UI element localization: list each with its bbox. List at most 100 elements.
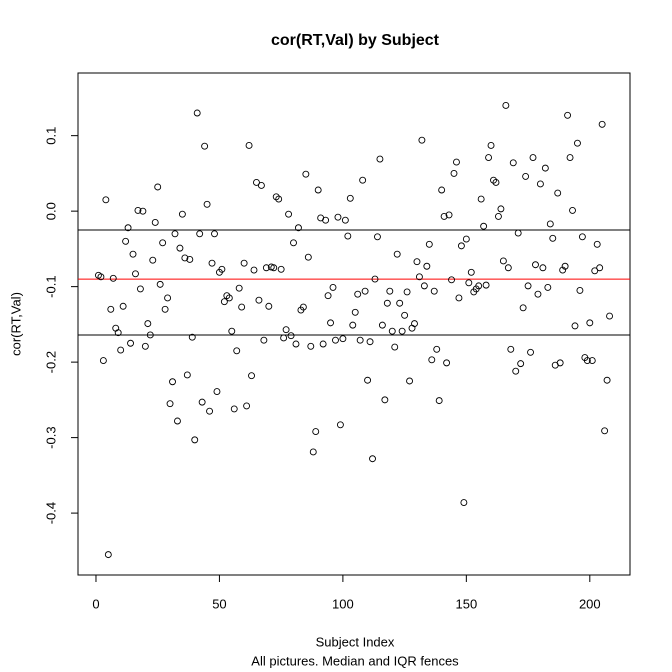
point (487, 142, 495, 149)
point (378, 321, 386, 329)
point (499, 257, 507, 265)
point (453, 158, 460, 166)
point (588, 357, 596, 365)
point (294, 224, 302, 232)
point (238, 303, 246, 311)
point (235, 284, 243, 292)
point (391, 343, 399, 351)
point (549, 234, 557, 242)
point (248, 372, 255, 380)
point (596, 264, 604, 272)
point (532, 261, 539, 269)
point (156, 280, 164, 288)
point (485, 154, 493, 161)
point (299, 303, 307, 311)
point (517, 360, 525, 368)
x-tick-label: 50 (212, 596, 226, 611)
point (257, 182, 265, 189)
point (425, 240, 433, 248)
point (462, 235, 470, 243)
point (193, 109, 201, 117)
point (341, 216, 349, 224)
point (243, 402, 251, 410)
point (196, 230, 204, 238)
point (561, 262, 569, 270)
point (591, 267, 599, 275)
point (388, 327, 396, 335)
point (359, 176, 367, 184)
point (433, 345, 441, 353)
point (211, 230, 218, 238)
point (327, 319, 334, 327)
point (480, 222, 488, 230)
point (213, 388, 221, 396)
point (309, 448, 317, 456)
point (460, 499, 468, 506)
y-tick-label: 0.0 (43, 202, 58, 220)
point (174, 417, 181, 425)
point (465, 279, 473, 287)
point (344, 232, 352, 240)
point (198, 398, 206, 406)
point (151, 219, 159, 226)
point (280, 334, 288, 342)
point (571, 322, 579, 330)
point (329, 283, 337, 291)
point (393, 250, 401, 258)
point (324, 292, 332, 300)
point (477, 195, 485, 203)
point (541, 164, 549, 172)
point (102, 196, 110, 204)
point (574, 139, 581, 147)
point (559, 266, 567, 274)
point (601, 427, 609, 435)
point (524, 282, 532, 290)
point (139, 207, 147, 215)
point (386, 287, 394, 295)
point (233, 347, 241, 355)
point (361, 287, 369, 295)
point (164, 294, 172, 302)
point (304, 253, 312, 261)
point (262, 264, 270, 272)
point (220, 298, 228, 306)
point (117, 346, 125, 354)
point (136, 285, 144, 293)
point (272, 193, 280, 201)
point (161, 305, 169, 313)
point (144, 320, 152, 328)
point (539, 264, 547, 272)
point (450, 169, 458, 177)
point (188, 333, 196, 341)
point (502, 102, 510, 109)
point (255, 296, 263, 304)
point (369, 455, 376, 463)
point (507, 345, 515, 353)
point (292, 340, 300, 348)
point (223, 292, 231, 300)
point (494, 212, 502, 220)
point (146, 331, 154, 339)
point (181, 254, 189, 262)
point (240, 259, 248, 267)
point (166, 400, 174, 408)
point (356, 336, 364, 344)
point (440, 212, 448, 220)
point (114, 329, 122, 337)
x-axis-label: Subject Index (316, 634, 395, 649)
point (413, 258, 421, 266)
point (339, 335, 347, 343)
point (346, 194, 354, 202)
point (564, 111, 572, 119)
point (443, 359, 451, 367)
point (314, 186, 322, 194)
point (606, 312, 614, 320)
point (467, 268, 475, 276)
point (556, 359, 564, 367)
point (253, 179, 260, 186)
point (218, 265, 226, 273)
point (411, 320, 418, 328)
point (107, 305, 115, 313)
